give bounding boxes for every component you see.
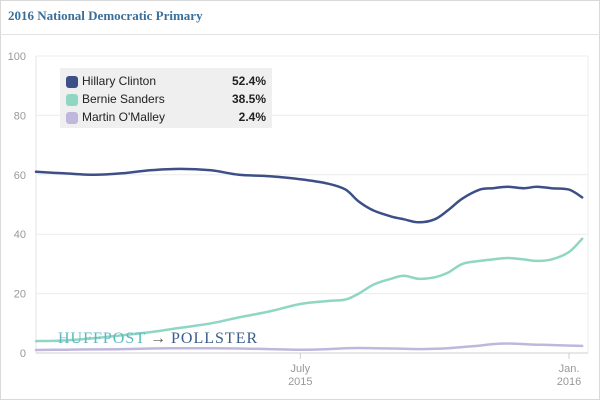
- watermark-left: HUFFPOST: [58, 330, 147, 347]
- x-tick-label: July: [291, 363, 311, 375]
- series-line-martin-o-malley[interactable]: [34, 342, 584, 352]
- x-tick-label: Jan.: [559, 363, 580, 375]
- legend-name: Hillary Clinton: [82, 74, 157, 88]
- watermark-right: POLLSTER: [171, 330, 259, 347]
- x-tick-label: 2016: [557, 376, 581, 388]
- x-tick-label: 2015: [288, 376, 312, 388]
- chart-series: [34, 167, 584, 352]
- watermark-arrow-icon: →: [150, 330, 168, 347]
- legend-name: Martin O'Malley: [82, 110, 165, 124]
- legend-value: 38.5%: [231, 92, 266, 106]
- chart-title: 2016 National Democratic Primary: [8, 8, 203, 23]
- legend-item-sanders[interactable]: Bernie Sanders 38.5%: [60, 90, 272, 108]
- legend-swatch: [66, 76, 78, 88]
- legend-item-clinton[interactable]: Hillary Clinton 52.4%: [60, 72, 272, 90]
- legend-value: 52.4%: [231, 74, 266, 88]
- pollster-watermark: HUFFPOST → POLLSTER: [58, 330, 258, 348]
- legend: Hillary Clinton 52.4% Bernie Sanders 38.…: [60, 68, 272, 128]
- y-tick-label: 40: [14, 229, 26, 241]
- y-tick-label: 0: [20, 348, 26, 360]
- series-line-hillary-clinton[interactable]: [34, 167, 584, 224]
- legend-item-omalley[interactable]: Martin O'Malley 2.4%: [60, 108, 272, 126]
- legend-swatch: [66, 94, 78, 106]
- legend-name: Bernie Sanders: [82, 92, 165, 106]
- chart-grid: [35, 55, 589, 354]
- legend-swatch: [66, 112, 78, 124]
- y-tick-label: 20: [14, 289, 26, 301]
- y-tick-label: 100: [8, 51, 26, 63]
- series-line-bernie-sanders[interactable]: [34, 237, 584, 343]
- title-divider: [0, 34, 600, 35]
- y-axis-ticks: 0 20 40 60 80 100: [8, 51, 26, 360]
- legend-value: 2.4%: [238, 110, 266, 124]
- y-tick-label: 60: [14, 170, 26, 182]
- y-tick-label: 80: [14, 110, 26, 122]
